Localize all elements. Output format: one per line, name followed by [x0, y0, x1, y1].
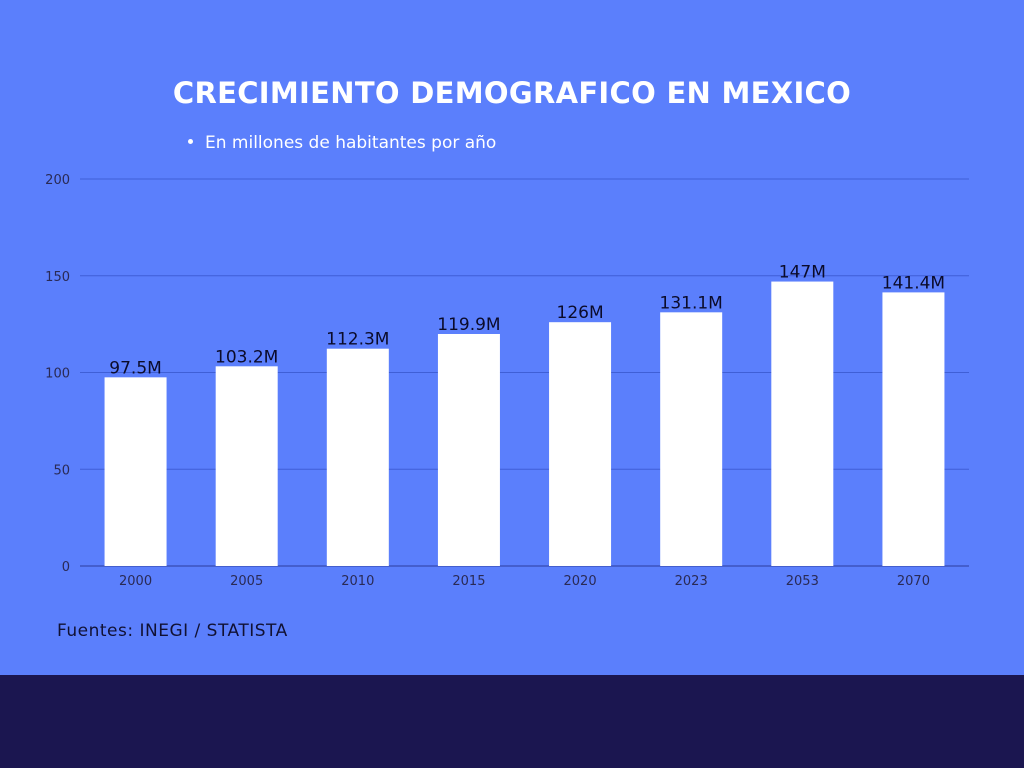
y-tick-label: 0	[62, 560, 70, 575]
x-tick-label: 2023	[675, 574, 708, 589]
x-tick-label: 2015	[452, 574, 485, 589]
bar	[882, 292, 945, 566]
bullet-icon	[188, 138, 193, 144]
bar-chart: 0 50 100 150 200 97.5M 2000 103.2M 2005 112.3M 201…	[45, 173, 969, 589]
bar	[660, 312, 723, 566]
data-label: 103.2M	[215, 347, 278, 367]
source-note: Fuentes: INEGI / STATISTA	[57, 621, 288, 641]
y-tick-label: 200	[45, 173, 70, 188]
x-tick-label: 2053	[786, 574, 819, 589]
data-label: 147M	[779, 263, 826, 283]
data-label: 97.5M	[109, 358, 162, 378]
x-tick-label: 2000	[119, 574, 152, 589]
chart-background	[0, 0, 1024, 675]
y-tick-label: 50	[53, 463, 70, 478]
x-tick-label: 2070	[897, 574, 930, 589]
y-tick-label: 150	[45, 270, 70, 285]
bar	[215, 366, 278, 566]
x-tick-label: 2020	[564, 574, 597, 589]
bar	[437, 333, 500, 566]
x-tick-label: 2005	[230, 574, 263, 589]
data-label: 141.4M	[882, 273, 945, 293]
bar	[549, 322, 612, 566]
bar	[326, 348, 389, 566]
bar	[104, 377, 167, 566]
data-label: 126M	[557, 303, 604, 323]
data-label: 112.3M	[326, 330, 389, 350]
chart-subtitle: En millones de habitantes por año	[188, 133, 496, 153]
data-label: 119.9M	[437, 315, 500, 335]
bar	[771, 281, 834, 566]
data-label: 131.1M	[660, 293, 723, 313]
chart-title: CRECIMIENTO DEMOGRAFICO EN MEXICO	[172, 76, 852, 110]
x-tick-label: 2010	[341, 574, 374, 589]
footer-band	[0, 675, 1024, 768]
chart-subtitle-text: En millones de habitantes por año	[205, 133, 497, 153]
y-tick-label: 100	[45, 367, 70, 382]
